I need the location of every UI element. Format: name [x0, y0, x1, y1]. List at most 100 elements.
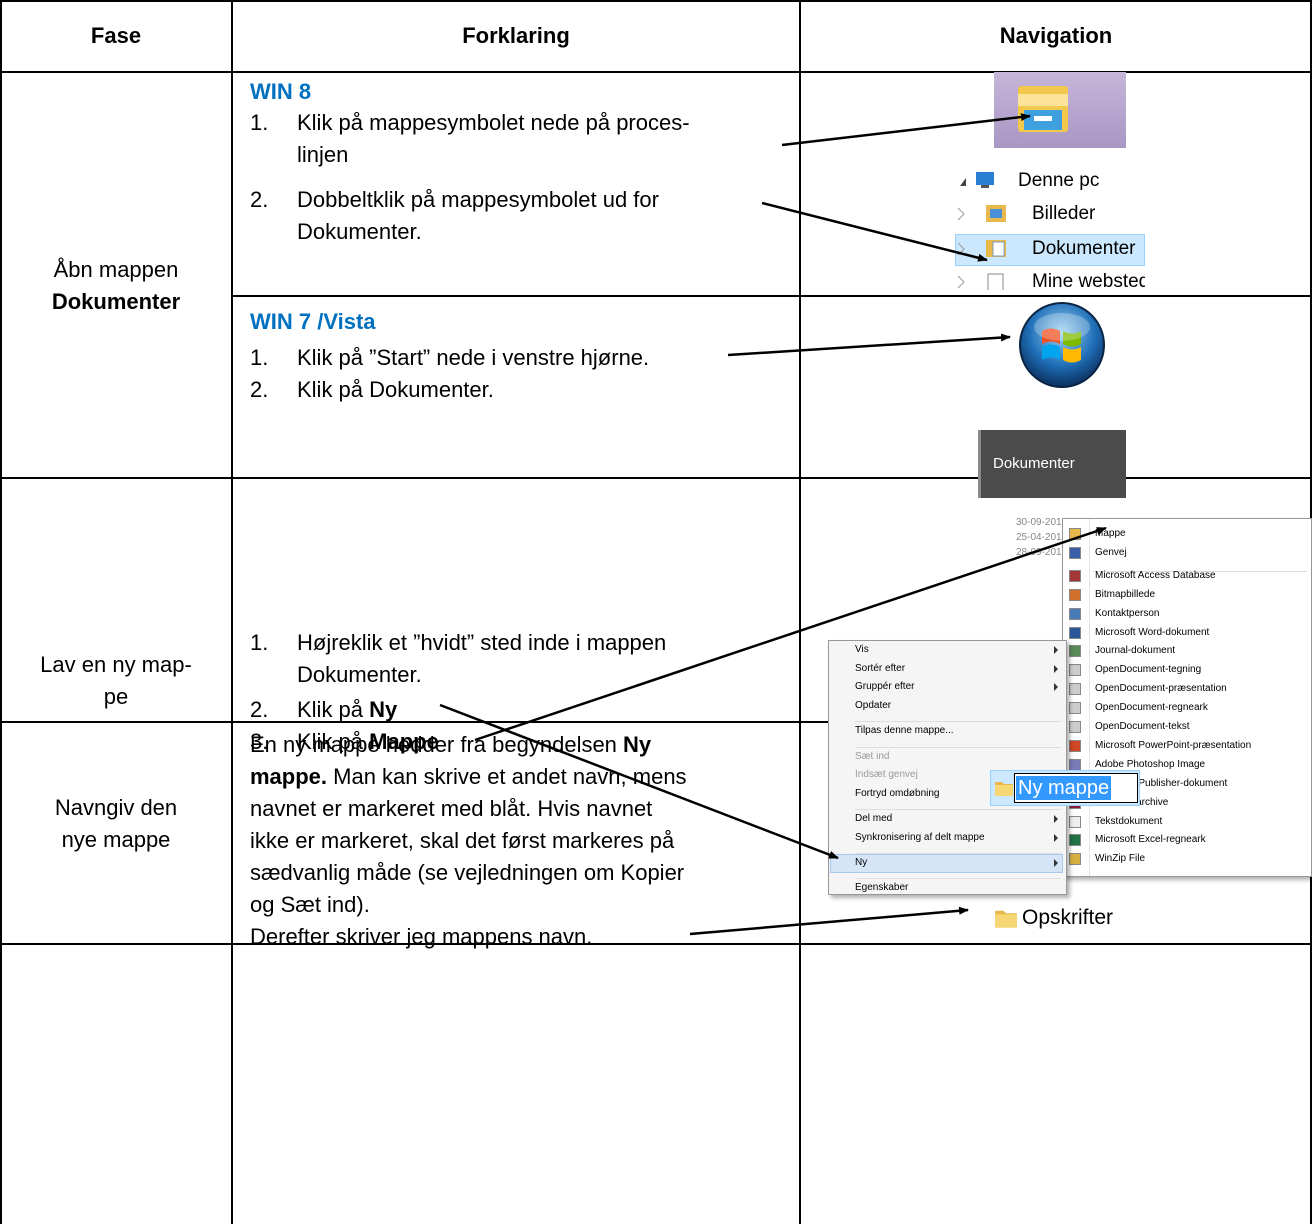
- text: linjen: [297, 142, 349, 167]
- paragraph: navnet er markeret med blåt. Hvis navnet: [250, 793, 652, 825]
- context-menu: Vis Sortér efter Gruppér efter Opdater Tilpa…: [828, 640, 1067, 895]
- step-number: 2.: [250, 187, 269, 212]
- menu-item: Indsæt genvej: [855, 769, 918, 781]
- separator: [855, 746, 1061, 748]
- bold-text: Dokumenter: [51, 289, 181, 314]
- submenu-arrow: [1054, 683, 1058, 692]
- start-orb: [1018, 301, 1106, 389]
- menu-icon: [1069, 607, 1081, 620]
- submenu-arrow: [1054, 646, 1058, 654]
- step: Højreklik et ”hvidt” sted inde i mappen: [297, 627, 666, 659]
- text: Lav en ny map-: [40, 652, 192, 677]
- step: Klik på Ny: [297, 694, 397, 726]
- text: Klik på ”Start” nede i venstre hjørne.: [297, 345, 650, 370]
- text: Klik på Dokumenter.: [297, 377, 494, 402]
- tree-item: Mine websteder: [1032, 271, 1145, 290]
- text: ikke er markeret, skal det først markere…: [250, 828, 675, 853]
- menu-icon: [1069, 739, 1081, 752]
- menu-item: Egenskaber: [855, 882, 909, 894]
- folder-icon: [994, 778, 1014, 798]
- step: Klik på Dokumenter.: [297, 374, 494, 406]
- step: Klik på Mappe: [297, 726, 439, 758]
- taskbar-icon: [994, 72, 1126, 148]
- menu-icon: [1069, 853, 1081, 866]
- paragraph: mappe. Man kan skrive et andet navn, men…: [250, 761, 687, 793]
- border: [799, 0, 801, 1224]
- menu-item: Tilpas denne mappe...: [855, 725, 954, 737]
- icon-column: [1089, 519, 1090, 876]
- submenu-arrow: [1054, 815, 1058, 824]
- submenu-arrow: [1054, 833, 1058, 842]
- menu-icon: [1069, 758, 1081, 771]
- menu-item: Gruppér efter: [855, 681, 915, 693]
- step-number: 1.: [250, 345, 269, 370]
- submenu-item: Bitmapbillede: [1095, 588, 1156, 600]
- text: og Sæt ind).: [250, 892, 370, 917]
- folder-name: Opskrifter: [1022, 906, 1114, 929]
- menu-highlight: [830, 854, 1063, 873]
- menu-item: Vis: [855, 644, 869, 655]
- phase: Åbn mappen: [0, 254, 232, 286]
- step-number: 2.: [250, 697, 269, 722]
- folder-icon: [994, 906, 1018, 930]
- bold-text: mappe.: [250, 764, 328, 789]
- step-number: 2.: [250, 377, 269, 402]
- menu-item: Synkronisering af delt mappe: [855, 831, 985, 843]
- menu-icon: [1069, 626, 1081, 639]
- border: [0, 477, 1312, 479]
- submenu: Mappe Genvej Microsoft Access Database Bitm…: [1062, 518, 1312, 877]
- text: Derefter skriver jeg mappens navn.: [250, 924, 593, 949]
- separator: [1093, 570, 1307, 572]
- bold-text: Mappe: [369, 729, 439, 754]
- submenu-item: OpenDocument-præsentation: [1095, 683, 1227, 695]
- menu-icon: [1069, 588, 1081, 601]
- submenu-item: WinZip File: [1095, 853, 1146, 865]
- paragraph: og Sæt ind).: [250, 889, 370, 921]
- phase: Navngiv den: [0, 792, 232, 824]
- submenu-item: OpenDocument-tegning: [1095, 664, 1202, 676]
- phase: pe: [0, 681, 232, 713]
- separator: [855, 853, 1061, 854]
- column-header: Navigation: [999, 23, 1113, 48]
- submenu-item: Microsoft PowerPoint-præsentation: [1095, 739, 1252, 751]
- text: Åbn mappen: [53, 257, 179, 282]
- menu-item: Sæt ind: [855, 750, 890, 762]
- separator: [855, 721, 1061, 723]
- border: [231, 0, 233, 1224]
- column-header: Fase: [90, 23, 142, 48]
- phase: nye mappe: [0, 824, 232, 856]
- start-menu-button: Dokumenter: [978, 430, 1126, 498]
- menu-item: Fortryd omdøbning: [855, 787, 940, 799]
- phase: Dokumenter: [0, 286, 232, 318]
- border: [232, 295, 1312, 297]
- text: nye mappe: [61, 827, 171, 852]
- text: Dokumenter.: [297, 662, 422, 687]
- bold-text: Ny: [623, 732, 652, 757]
- border: [0, 943, 1312, 945]
- menu-icon: [1069, 569, 1081, 582]
- section-heading: WIN 8: [250, 79, 312, 104]
- separator: [855, 809, 1061, 811]
- submenu-item: Microsoft Word-dokument: [1095, 626, 1210, 638]
- phase: Lav en ny map-: [0, 649, 232, 681]
- menu-item: Del med: [855, 813, 893, 825]
- submenu-item: Mappe: [1095, 528, 1126, 539]
- column-header: Forklaring: [462, 23, 570, 48]
- text: Dokumenter.: [297, 219, 422, 244]
- paragraph: En ny mappe hedder fra begyndelsen Ny: [250, 729, 651, 761]
- rename-text: Ny mappe: [1016, 776, 1112, 800]
- submenu-arrow: [1054, 859, 1058, 867]
- step-number: 1.: [250, 110, 269, 135]
- tree-icons: [957, 172, 1006, 290]
- menu-item: Ny: [855, 857, 868, 868]
- step: Klik på ”Start” nede i venstre hjørne.: [297, 342, 649, 374]
- submenu-item: OpenDocument-tekst: [1095, 721, 1190, 732]
- menu-icon: [1069, 645, 1081, 658]
- text: Klik på: [297, 697, 370, 722]
- step: Klik på mappesymbolet nede på proces-: [297, 107, 690, 139]
- submenu-item: Kontaktperson: [1095, 607, 1160, 619]
- menu-item: Sortér efter: [855, 662, 906, 674]
- menu-icon: [1069, 834, 1081, 847]
- folder-tree: Denne pc Billeder Dokumenter Mine websteder: [950, 164, 1145, 290]
- paragraph: sædvanlig måde (se vejledningen om Kopie…: [250, 857, 684, 889]
